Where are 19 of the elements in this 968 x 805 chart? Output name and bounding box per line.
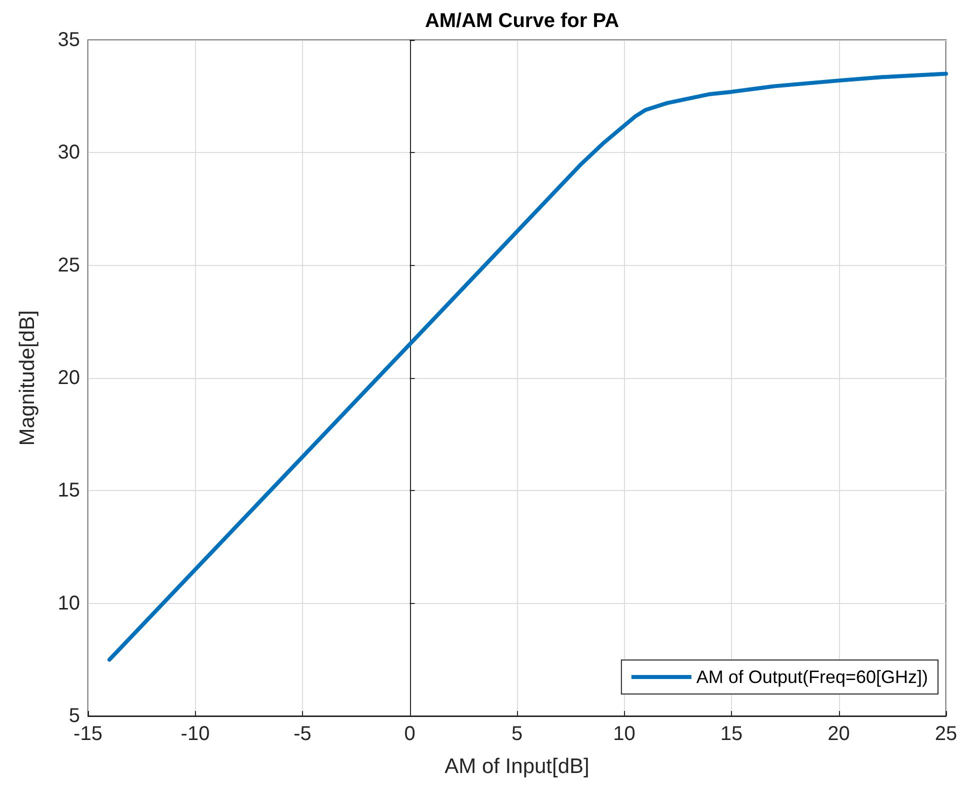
x-axis-title: AM of Input[dB] — [444, 755, 590, 778]
x-tick-label: -5 — [294, 723, 312, 745]
chart-title: AM/AM Curve for PA — [424, 10, 620, 32]
y-tick-label: 10 — [58, 592, 80, 614]
x-tick-label: -10 — [180, 723, 210, 745]
x-tick-label: 20 — [828, 723, 850, 745]
y-tick-label: 25 — [58, 254, 80, 276]
x-tick-label: 10 — [613, 723, 636, 745]
y-tick-label: 35 — [58, 29, 80, 51]
y-tick-label: 15 — [58, 480, 80, 502]
x-tick-label: 5 — [511, 723, 523, 745]
y-tick-label: 20 — [58, 367, 80, 389]
y-axis-title: Magnitude[dB] — [16, 310, 39, 446]
x-tick-label: 25 — [934, 723, 958, 745]
legend-label: AM of Output(Freq=60[GHz]) — [696, 667, 928, 687]
line-series — [107, 72, 948, 662]
x-tick-label: 0 — [404, 723, 416, 745]
y-tick-label: 30 — [58, 142, 80, 164]
x-tick-label: 15 — [720, 723, 743, 745]
